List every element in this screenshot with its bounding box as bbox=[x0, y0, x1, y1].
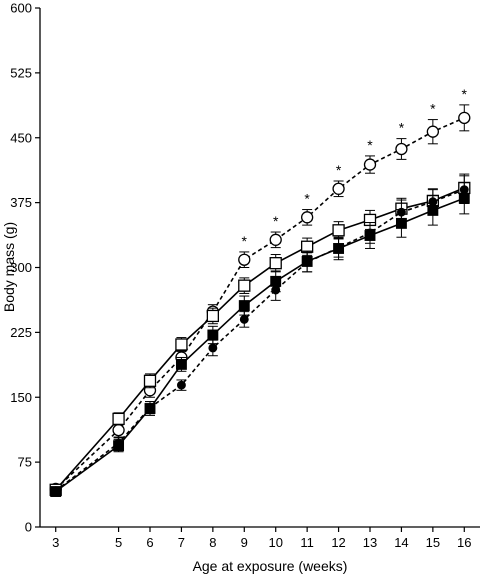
y-tick-label: 150 bbox=[10, 390, 32, 405]
data-point bbox=[332, 182, 345, 195]
data-point bbox=[112, 412, 125, 426]
data-point bbox=[208, 343, 218, 353]
data-point bbox=[176, 380, 186, 390]
significance-marker: * bbox=[399, 120, 405, 136]
data-point bbox=[270, 275, 282, 287]
data-point bbox=[238, 300, 250, 312]
series-open-circle bbox=[49, 104, 471, 496]
data-point bbox=[458, 192, 470, 204]
significance-marker: * bbox=[273, 213, 279, 229]
data-point bbox=[113, 440, 125, 452]
data-point bbox=[175, 338, 188, 351]
significance-marker: * bbox=[242, 233, 248, 249]
y-tick-label: 600 bbox=[10, 1, 32, 16]
x-tick-label: 9 bbox=[241, 535, 248, 550]
data-point bbox=[207, 329, 219, 341]
data-point bbox=[239, 314, 249, 324]
data-point bbox=[363, 158, 377, 171]
data-point bbox=[143, 374, 157, 387]
significance-marker: * bbox=[367, 137, 373, 153]
data-point bbox=[427, 204, 439, 216]
x-tick-label: 12 bbox=[331, 535, 345, 550]
y-tick-label: 300 bbox=[10, 260, 32, 275]
y-tick-label: 0 bbox=[25, 520, 32, 535]
x-tick-label: 15 bbox=[426, 535, 440, 550]
data-point bbox=[175, 358, 187, 370]
significance-marker: * bbox=[304, 191, 310, 207]
data-point bbox=[112, 423, 125, 437]
series-layer bbox=[49, 104, 471, 497]
significance-marker: * bbox=[336, 162, 342, 178]
y-tick-label: 75 bbox=[18, 455, 32, 470]
x-tick-label: 13 bbox=[363, 535, 377, 550]
significance-marker: * bbox=[430, 101, 436, 117]
data-point bbox=[269, 257, 282, 270]
data-point bbox=[300, 211, 314, 224]
data-point bbox=[301, 255, 313, 267]
data-point bbox=[458, 111, 471, 125]
data-point bbox=[395, 142, 408, 156]
data-point bbox=[395, 217, 407, 229]
data-point bbox=[144, 403, 156, 414]
y-tick-label: 375 bbox=[10, 195, 32, 210]
series-filled-square bbox=[50, 182, 470, 497]
data-point bbox=[238, 253, 251, 266]
data-point bbox=[238, 279, 251, 292]
significance-marker: * bbox=[462, 86, 468, 102]
x-tick-label: 11 bbox=[300, 535, 314, 550]
x-tick-label: 10 bbox=[268, 535, 282, 550]
axes: 0 75 150 225 300 375 450 525 600 3 5 6 7 8 9 10 11 12 13 14… bbox=[10, 1, 480, 550]
data-point bbox=[333, 243, 345, 254]
x-tick-label: 14 bbox=[394, 535, 408, 550]
x-tick-label: 6 bbox=[146, 535, 153, 550]
x-tick-label: 3 bbox=[52, 535, 59, 550]
y-tick-label: 225 bbox=[10, 325, 32, 340]
data-point bbox=[426, 125, 440, 138]
data-point bbox=[364, 230, 376, 241]
y-axis-title: Body mass (g) bbox=[1, 222, 17, 312]
y-tick-label: 525 bbox=[10, 65, 32, 80]
data-point bbox=[206, 309, 220, 323]
data-point bbox=[332, 224, 345, 237]
y-tick-label: 450 bbox=[10, 130, 32, 145]
x-tick-label: 7 bbox=[178, 535, 185, 550]
data-point bbox=[50, 486, 62, 497]
x-tick-label: 8 bbox=[209, 535, 216, 550]
x-tick-label: 16 bbox=[457, 535, 471, 550]
x-axis-title: Age at exposure (weeks) bbox=[193, 558, 348, 574]
data-point bbox=[269, 233, 282, 246]
x-tick-label: 5 bbox=[115, 535, 122, 550]
annotation-layer: * * * * * * * * bbox=[242, 86, 468, 249]
